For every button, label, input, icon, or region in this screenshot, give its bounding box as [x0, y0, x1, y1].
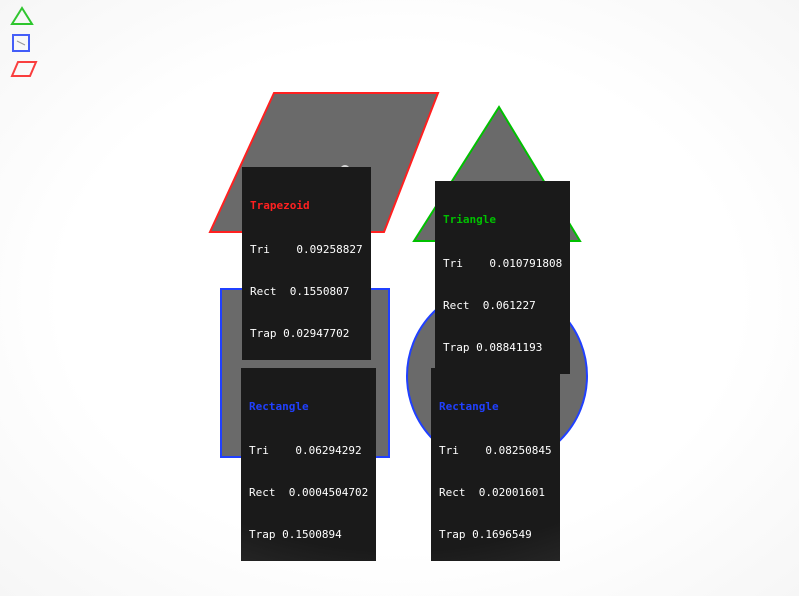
info-title-rectangle-square: Rectangle [249, 400, 368, 414]
info-row-rect: Rect 0.0004504702 [249, 486, 368, 500]
info-title-triangle: Triangle [443, 213, 562, 227]
info-row-tri: Tri 0.08250845 [439, 444, 552, 458]
info-row-trap: Trap 0.1696549 [439, 528, 552, 542]
info-row-tri: Tri 0.010791808 [443, 257, 562, 271]
info-box-rectangle-circle: Rectangle Tri 0.08250845 Rect 0.02001601… [431, 368, 560, 561]
info-row-tri: Tri 0.06294292 [249, 444, 368, 458]
legend-parallelogram [10, 60, 38, 82]
info-row-trap: Trap 0.02947702 [250, 327, 363, 341]
info-row-rect: Rect 0.02001601 [439, 486, 552, 500]
legend-square-icon [10, 33, 34, 53]
info-box-rectangle-square: Rectangle Tri 0.06294292 Rect 0.00045047… [241, 368, 376, 561]
info-row-trap: Trap 0.1500894 [249, 528, 368, 542]
info-row-trap: Trap 0.08841193 [443, 341, 562, 355]
info-row-rect: Rect 0.061227 [443, 299, 562, 313]
info-row-tri: Tri 0.09258827 [250, 243, 363, 257]
info-title-rectangle-circle: Rectangle [439, 400, 552, 414]
legend [10, 6, 38, 85]
detection-canvas [0, 0, 799, 596]
legend-parallelogram-icon [10, 60, 38, 78]
legend-triangle-icon [10, 6, 34, 26]
info-box-trapezoid: Trapezoid Tri 0.09258827 Rect 0.1550807 … [242, 167, 371, 360]
info-title-trapezoid: Trapezoid [250, 199, 363, 213]
info-box-triangle: Triangle Tri 0.010791808 Rect 0.061227 T… [435, 181, 570, 374]
info-row-rect: Rect 0.1550807 [250, 285, 363, 299]
legend-triangle [10, 6, 38, 30]
legend-square [10, 33, 38, 57]
